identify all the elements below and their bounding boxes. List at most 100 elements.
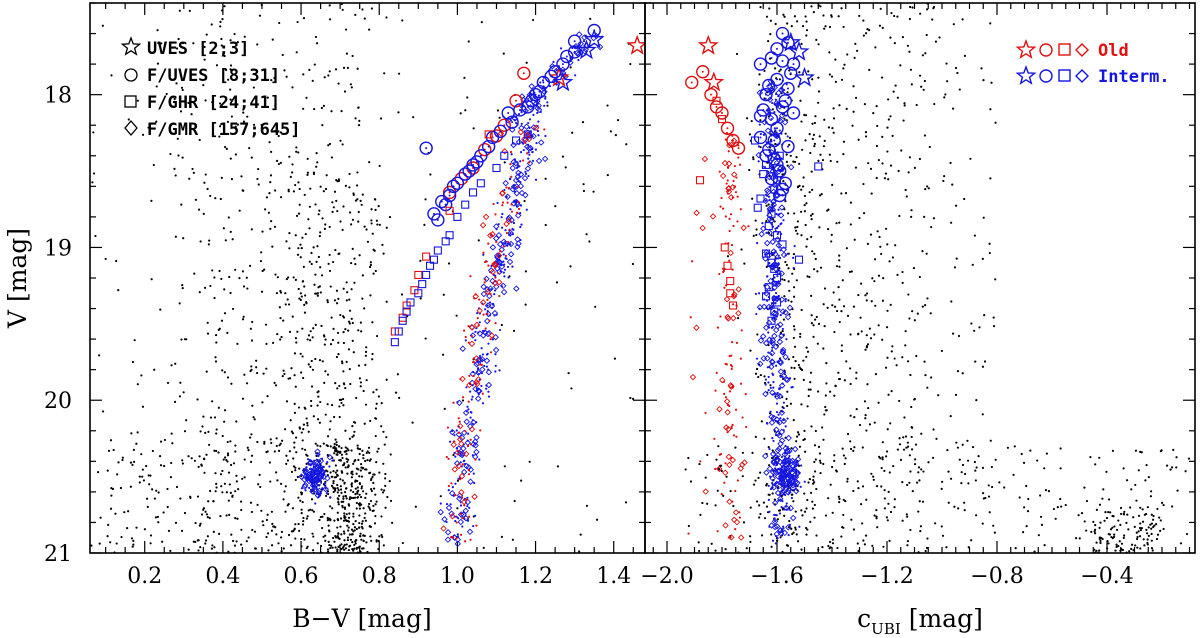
field-star-dot [179, 110, 183, 113]
field-star-dot [384, 484, 387, 487]
interm-square-marker [778, 240, 787, 249]
field-star-dot [287, 190, 290, 193]
field-star-dot [294, 336, 298, 340]
field-star-dot [350, 470, 353, 474]
interm-member-marker [774, 519, 777, 523]
field-star-dot [1095, 549, 1098, 552]
field-star-dot [927, 187, 930, 190]
field-star-dot [210, 23, 213, 26]
old-member-marker [505, 217, 513, 225]
interm-member-marker [768, 185, 771, 188]
field-star-dot [554, 205, 557, 208]
field-star-dot [330, 544, 333, 547]
field-star-dot [994, 278, 997, 281]
interm-member-marker [772, 386, 775, 389]
field-star-dot [215, 482, 218, 485]
old-member-marker [501, 204, 504, 207]
interm-member-marker [459, 461, 462, 464]
interm-member-marker [777, 208, 780, 211]
field-star-dot [263, 440, 266, 443]
field-star-dot [829, 159, 832, 163]
field-star-dot [343, 491, 347, 494]
interm-member-marker [767, 114, 775, 122]
interm-member-marker [582, 40, 586, 43]
field-star-dot [257, 483, 260, 486]
field-star-dot [853, 238, 856, 241]
interm-circle-marker-center [432, 212, 435, 215]
field-star-dot [812, 475, 815, 478]
interm-member-marker [788, 508, 791, 511]
interm-member-marker [315, 452, 318, 455]
old-member-marker [724, 409, 731, 416]
old-member-marker [452, 401, 455, 404]
field-star-dot [908, 481, 911, 484]
field-star-dot [811, 212, 814, 216]
field-star-dot [371, 358, 374, 361]
field-star-dot [765, 15, 769, 18]
field-star-dot [1119, 506, 1123, 510]
field-star-dot [941, 480, 944, 483]
old-member-marker [745, 425, 748, 429]
field-star-dot [332, 327, 335, 330]
interm-member-marker [316, 484, 320, 487]
field-star-dot [825, 362, 828, 365]
field-star-dot [223, 54, 226, 58]
field-star-dot [983, 314, 986, 317]
field-star-dot [910, 448, 914, 451]
field-star-dot [131, 545, 134, 548]
field-star-dot [169, 152, 172, 156]
field-star-dot [92, 172, 96, 175]
field-star-dot [933, 102, 936, 106]
field-star-dot [326, 435, 330, 438]
interm-member-marker [770, 459, 778, 466]
field-star-dot [805, 507, 808, 510]
field-star-dot [132, 460, 136, 463]
field-star-dot [911, 310, 914, 313]
interm-circle-marker-center [507, 112, 510, 114]
interm-member-marker [512, 184, 515, 187]
interm-member-marker [520, 122, 523, 125]
field-star-dot [155, 489, 158, 492]
field-star-dot [901, 270, 904, 274]
field-star-dot [377, 547, 380, 551]
field-star-dot [375, 500, 378, 503]
interm-circle-marker [770, 42, 784, 56]
interm-member-marker [775, 212, 778, 216]
field-star-dot [181, 462, 184, 465]
field-star-dot [328, 253, 331, 257]
field-star-dot [887, 393, 890, 396]
interm-member-marker [500, 216, 503, 219]
field-star-dot [716, 489, 719, 492]
field-star-dot [828, 51, 831, 54]
field-star-dot [875, 509, 878, 512]
interm-member-marker [784, 475, 787, 478]
old-member-marker [725, 363, 728, 366]
field-star-dot [347, 503, 350, 506]
field-star-dot [237, 488, 240, 491]
field-star-dot [215, 428, 218, 431]
field-star-dot [374, 208, 377, 211]
field-star-dot [294, 234, 297, 237]
field-star-dot [1021, 531, 1025, 534]
interm-circle-marker [524, 94, 539, 108]
field-star-dot [794, 510, 797, 513]
old-member-marker [458, 472, 466, 480]
field-star-dot [949, 161, 952, 164]
field-star-dot [791, 532, 794, 536]
field-star-dot [1085, 499, 1089, 503]
field-star-dot [337, 341, 340, 344]
field-star-dot [893, 506, 896, 509]
field-star-dot [797, 363, 800, 367]
field-star-dot [270, 220, 273, 223]
interm-square-marker [814, 162, 823, 171]
field-star-dot [866, 28, 869, 31]
field-star-dot [870, 300, 873, 303]
field-star-dot [699, 513, 702, 516]
old-member-marker [467, 400, 470, 403]
old-square-marker [414, 270, 423, 279]
interm-member-marker [770, 252, 773, 255]
field-star-dot [215, 341, 218, 344]
field-star-dot [310, 262, 313, 266]
interm-member-marker [502, 253, 505, 256]
old-member-marker [730, 426, 733, 430]
